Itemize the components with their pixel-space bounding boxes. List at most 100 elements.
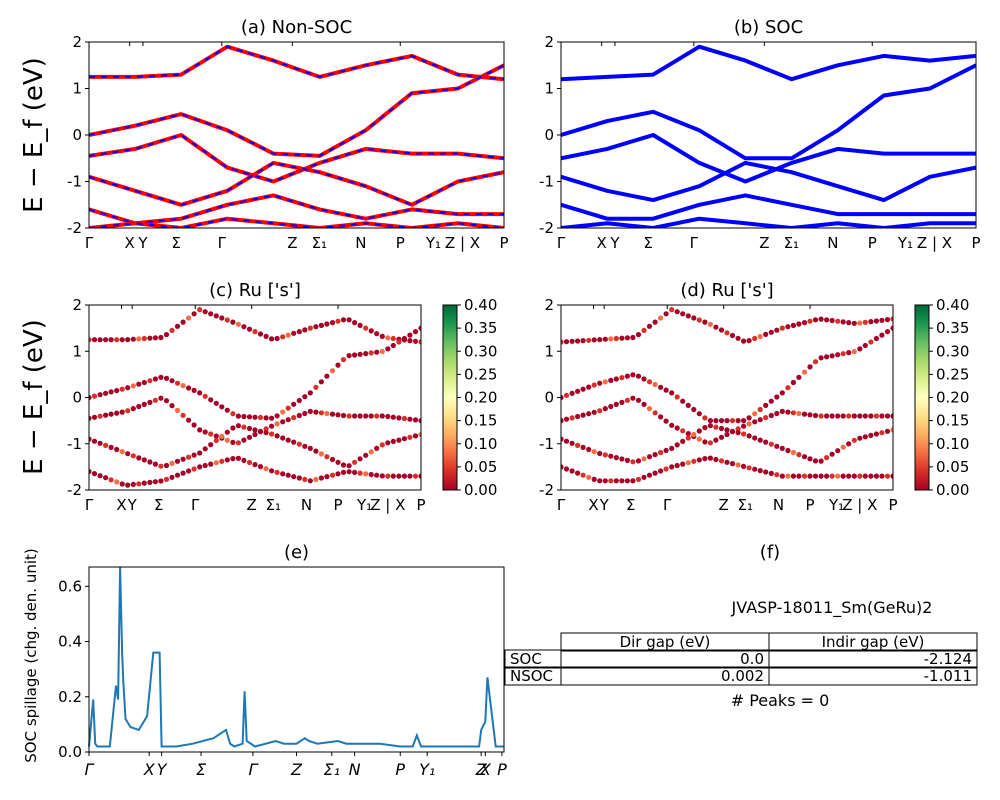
- projection-point: [807, 456, 813, 462]
- projection-point: [368, 471, 374, 478]
- projection-point: [291, 439, 297, 445]
- projection-point: [224, 437, 230, 443]
- projection-point: [790, 379, 797, 386]
- projection-point: [108, 444, 114, 450]
- band-line-1: [561, 44, 976, 82]
- projection-point: [374, 472, 380, 478]
- projection-point: [718, 458, 725, 464]
- projection-point: [696, 436, 702, 442]
- projection-point: [91, 438, 98, 444]
- projection-point: [346, 469, 352, 475]
- projection-point: [285, 417, 291, 423]
- projection-point: [591, 382, 597, 388]
- projection-point: [735, 430, 741, 436]
- projection-point: [669, 464, 675, 470]
- kpath-label: Γ: [557, 234, 566, 252]
- projection-point: [89, 415, 92, 421]
- projection-point: [246, 425, 253, 432]
- projection-point: [862, 413, 868, 419]
- kpath-label: Γ: [218, 234, 227, 252]
- projection-point: [586, 384, 592, 390]
- plot-area: [89, 307, 421, 488]
- ytick-label: 0: [544, 389, 554, 407]
- band-line-6: [561, 216, 976, 228]
- projection-point: [774, 472, 780, 478]
- projection-point: [169, 327, 175, 333]
- projection-point: [779, 408, 785, 414]
- kpath-label: Y₁: [828, 496, 844, 514]
- projection-point: [635, 476, 642, 482]
- projection-point: [646, 472, 653, 478]
- kpath-label: Γ: [85, 760, 95, 779]
- projection-point: [707, 423, 714, 429]
- projection-point: [324, 474, 330, 480]
- projection-point: [324, 321, 330, 327]
- table-cell: [560, 649, 770, 669]
- projection-point: [763, 415, 769, 421]
- kpath-label: X: [116, 496, 126, 514]
- projection-point: [186, 468, 192, 474]
- projection-point: [702, 415, 708, 421]
- projection-point: [669, 390, 675, 396]
- projection-point: [835, 413, 841, 419]
- projection-point: [390, 414, 396, 420]
- kpath-label: Σ₁: [784, 234, 800, 252]
- kpath-label: Σ: [171, 234, 180, 252]
- projection-point: [724, 459, 730, 465]
- projection-point: [125, 337, 131, 343]
- projection-point: [857, 413, 863, 419]
- projection-point: [669, 422, 675, 428]
- projection-point: [868, 473, 874, 479]
- projection-point: [812, 412, 819, 419]
- projection-point: [418, 473, 421, 479]
- projection-point: [313, 409, 319, 415]
- kpath-label: Γ: [690, 234, 699, 252]
- kpath-label: P: [499, 234, 508, 252]
- projection-point: [575, 442, 581, 448]
- projection-point: [385, 413, 391, 420]
- projection-point: [119, 409, 125, 415]
- projection-point: [97, 337, 103, 343]
- projection-point: [390, 335, 396, 342]
- projection-point: [346, 317, 352, 323]
- projection-point: [724, 427, 730, 433]
- projection-point: [873, 335, 880, 342]
- projection-point: [396, 437, 402, 443]
- projection-point: [89, 468, 92, 475]
- ytick-label: -2: [67, 481, 82, 499]
- projection-point: [829, 353, 835, 359]
- colorbar-tick-label: 0.15: [464, 412, 497, 430]
- projection-point: [269, 336, 275, 342]
- projection-point: [186, 454, 192, 460]
- projection-point: [368, 328, 374, 334]
- projection-point: [735, 426, 741, 432]
- projection-point: [857, 320, 863, 326]
- projection-point: [390, 438, 396, 444]
- projection-point: [630, 334, 636, 341]
- projection-point: [829, 451, 835, 457]
- projection-point: [335, 459, 341, 465]
- projection-point: [318, 410, 324, 416]
- band-line-4: [561, 160, 976, 203]
- projection-point: [741, 431, 747, 437]
- projection-point: [379, 413, 385, 419]
- projection-point: [385, 335, 391, 341]
- projection-point: [757, 437, 763, 443]
- projection-point: [691, 431, 697, 438]
- projection-point: [346, 463, 352, 469]
- projection-point: [235, 440, 241, 446]
- projection-point: [580, 472, 586, 478]
- projection-point: [862, 434, 868, 440]
- projection-point: [169, 460, 175, 466]
- ytick-label: -2: [67, 219, 82, 237]
- projection-point: [835, 318, 841, 324]
- projection-point: [658, 468, 664, 474]
- chart-a: -2 -1 0 1 2 Γ X Y Σ Γ Z Σ₁ N P Y₁ Z | X P (a) Non-SOC: [67, 17, 508, 252]
- projection-point: [302, 410, 308, 417]
- projection-point: [707, 455, 714, 461]
- projection-point: [807, 318, 813, 324]
- projection-point: [779, 445, 785, 451]
- projection-point: [575, 338, 581, 344]
- projection-point: [812, 317, 819, 323]
- projection-point: [385, 346, 391, 352]
